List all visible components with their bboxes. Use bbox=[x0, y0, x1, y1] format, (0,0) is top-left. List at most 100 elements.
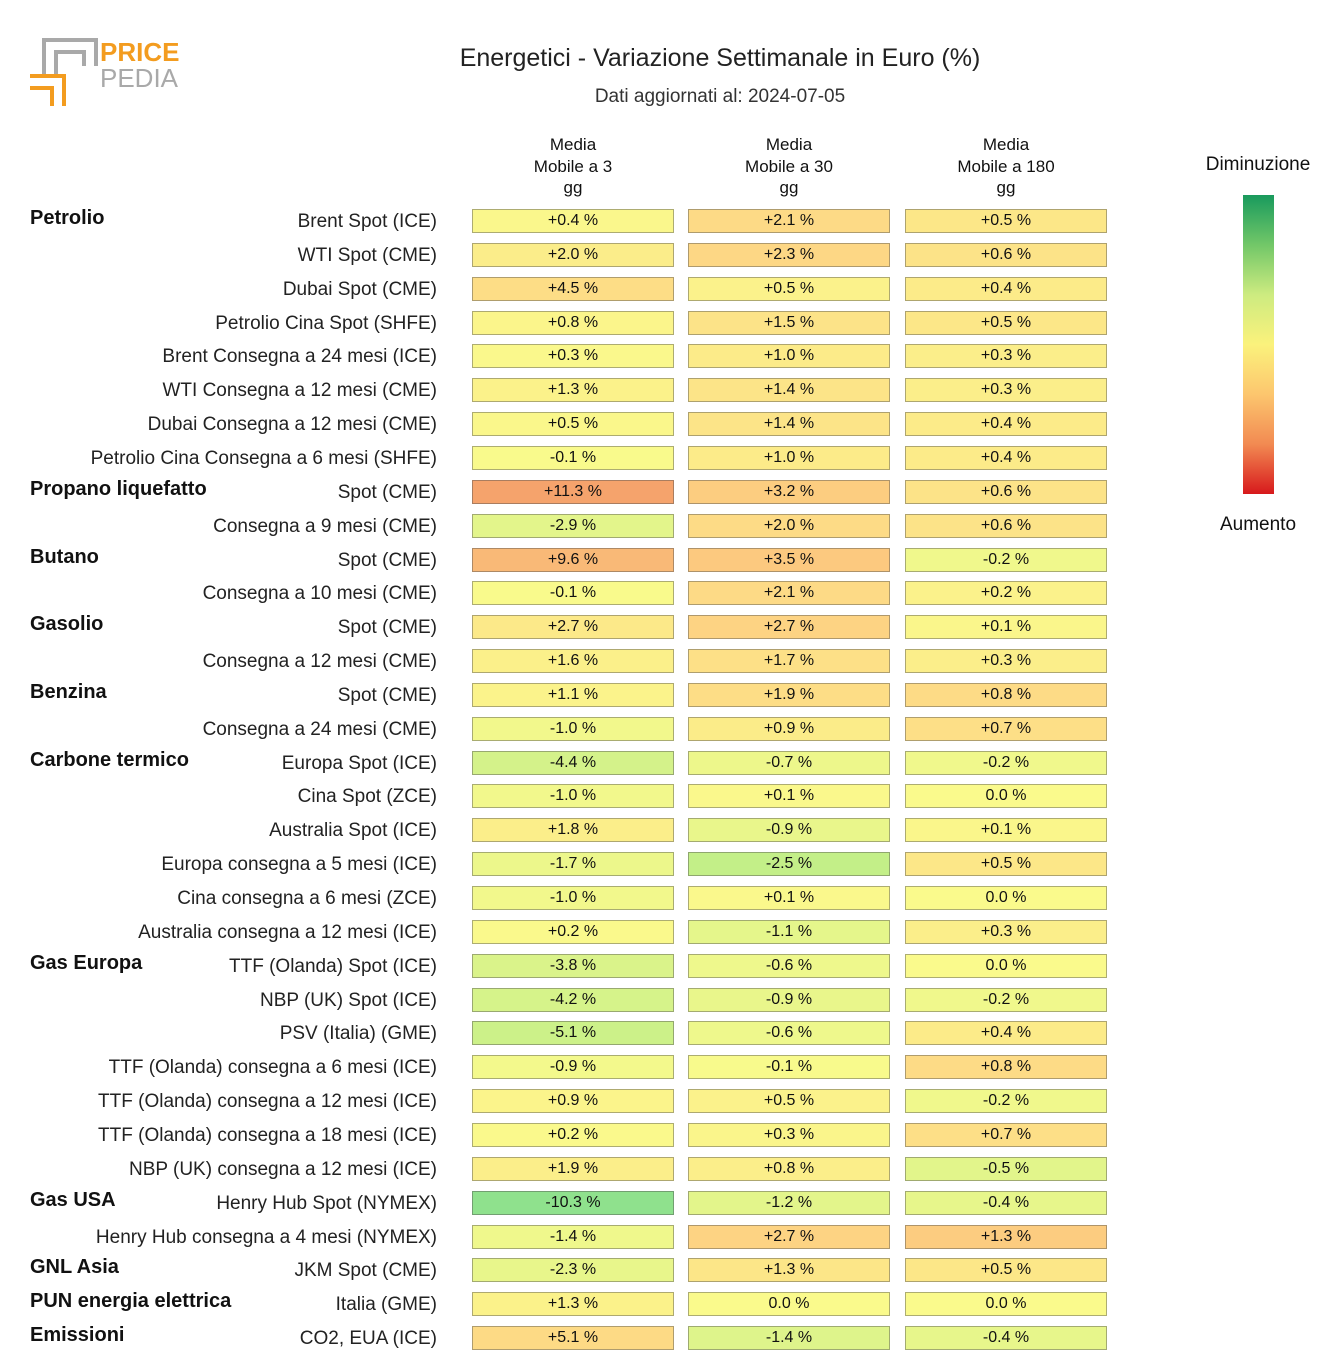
heatmap-cell: +0.8 % bbox=[905, 682, 1107, 707]
row-label: Henry Hub Spot (NYMEX) bbox=[216, 1192, 437, 1214]
heatmap-cell: +0.3 % bbox=[688, 1122, 890, 1147]
heatmap-cell: +0.3 % bbox=[905, 344, 1107, 369]
heatmap-cell: -4.4 % bbox=[472, 750, 674, 775]
heatmap-row: TTF (Olanda) consegna a 18 mesi (ICE) +0.… bbox=[0, 1122, 1110, 1147]
row-label: TTF (Olanda) consegna a 6 mesi (ICE) bbox=[108, 1057, 437, 1079]
heatmap-row: Benzina Spot (CME) +1.1 % +1.9 % +0.8 % bbox=[0, 680, 1110, 707]
heatmap-cell: -0.2 % bbox=[905, 547, 1107, 572]
heatmap-row: Cina Spot (ZCE) -1.0 % +0.1 % 0.0 % bbox=[0, 784, 1110, 809]
heatmap-cell: +0.6 % bbox=[905, 479, 1107, 504]
heatmap-row: Propano liquefatto Spot (CME) +11.3 % +3.2 … bbox=[0, 477, 1110, 504]
heatmap-row: Consegna a 9 mesi (CME) -2.9 % +2.0 % +0.6 … bbox=[0, 513, 1110, 538]
column-header-line: gg bbox=[563, 178, 583, 197]
heatmap-row: PSV (Italia) (GME) -5.1 % -0.6 % +0.4 % bbox=[0, 1021, 1110, 1046]
heatmap-row: Cina consegna a 6 mesi (ZCE) -1.0 % +0.1 %… bbox=[0, 886, 1110, 910]
group-label: Propano liquefatto bbox=[30, 477, 207, 500]
row-label: Italia (GME) bbox=[335, 1294, 437, 1316]
row-label: Australia consegna a 12 mesi (ICE) bbox=[138, 921, 437, 943]
heatmap-cell: +0.5 % bbox=[905, 310, 1107, 335]
heatmap-cell: +0.4 % bbox=[905, 412, 1107, 437]
heatmap-cell: -0.2 % bbox=[905, 1089, 1107, 1114]
column-header-line: gg bbox=[779, 178, 799, 197]
row-label: NBP (UK) consegna a 12 mesi (ICE) bbox=[129, 1158, 437, 1180]
heatmap-cell: -0.1 % bbox=[472, 581, 674, 606]
heatmap-cell: +1.1 % bbox=[472, 682, 674, 707]
row-label: Europa Spot (ICE) bbox=[281, 752, 437, 774]
heatmap-cell: -2.5 % bbox=[688, 852, 890, 877]
heatmap-cell: +0.4 % bbox=[472, 209, 674, 233]
heatmap-row: Australia Spot (ICE) +1.8 % -0.9 % +0.1 % bbox=[0, 818, 1110, 843]
heatmap-row: Consegna a 10 mesi (CME) -0.1 % +2.1 % +0.2… bbox=[0, 581, 1110, 606]
heatmap-cell: +1.4 % bbox=[688, 378, 890, 403]
row-label: CO2, EUA (ICE) bbox=[299, 1328, 437, 1350]
heatmap-cell: +1.3 % bbox=[472, 378, 674, 403]
group-label: PUN energia elettrica bbox=[30, 1290, 232, 1313]
heatmap-cell: +0.1 % bbox=[688, 784, 890, 809]
heatmap-cell: +2.0 % bbox=[472, 242, 674, 267]
heatmap-cell: +0.5 % bbox=[688, 276, 890, 301]
row-label: Europa consegna a 5 mesi (ICE) bbox=[161, 854, 437, 876]
row-label: Cina consegna a 6 mesi (ZCE) bbox=[177, 888, 437, 909]
heatmap-row: Petrolio Cina Consegna a 6 mesi (SHFE) -0… bbox=[0, 445, 1110, 470]
group-label: Gas USA bbox=[30, 1188, 116, 1211]
heatmap-cell: +0.3 % bbox=[905, 919, 1107, 944]
row-label: Spot (CME) bbox=[337, 617, 437, 639]
heatmap-cell: +1.3 % bbox=[472, 1292, 674, 1317]
row-label: Brent Spot (ICE) bbox=[297, 211, 437, 232]
heatmap-row: NBP (UK) Spot (ICE) -4.2 % -0.9 % -0.2 % bbox=[0, 987, 1110, 1012]
heatmap-cell: +0.1 % bbox=[905, 818, 1107, 843]
heatmap-row: Butano Spot (CME) +9.6 % +3.5 % -0.2 % bbox=[0, 546, 1110, 572]
group-label: GNL Asia bbox=[30, 1256, 119, 1279]
row-label: Petrolio Cina Consegna a 6 mesi (SHFE) bbox=[90, 447, 437, 469]
heatmap-cell: -0.6 % bbox=[688, 1021, 890, 1046]
heatmap-cell: -1.4 % bbox=[472, 1224, 674, 1249]
row-label: Petrolio Cina Spot (SHFE) bbox=[215, 312, 437, 334]
row-label: Cina Spot (ZCE) bbox=[297, 786, 437, 808]
heatmap-row: TTF (Olanda) consegna a 12 mesi (ICE) +0.… bbox=[0, 1089, 1110, 1114]
heatmap-row: Dubai Spot (CME) +4.5 % +0.5 % +0.4 % bbox=[0, 276, 1110, 301]
chart-subtitle: Dati aggiornati al: 2024-07-05 bbox=[594, 86, 846, 107]
row-label: Henry Hub consegna a 4 mesi (NYMEX) bbox=[95, 1226, 437, 1248]
heatmap-cell: -1.0 % bbox=[472, 886, 674, 910]
column-header-line: Media bbox=[982, 135, 1030, 154]
heatmap-cell: +0.3 % bbox=[905, 378, 1107, 403]
heatmap-row: TTF (Olanda) consegna a 6 mesi (ICE) -0.9… bbox=[0, 1055, 1110, 1080]
group-label: Benzina bbox=[30, 680, 107, 703]
column-header-line: Media bbox=[765, 135, 813, 154]
column-header: Media Mobile a 30 gg bbox=[688, 134, 890, 199]
heatmap-cell: -1.2 % bbox=[688, 1190, 890, 1215]
heatmap-row: Petrolio Cina Spot (SHFE) +0.8 % +1.5 % +0.… bbox=[0, 310, 1110, 335]
heatmap-row: Europa consegna a 5 mesi (ICE) -1.7 % -2.5… bbox=[0, 852, 1110, 877]
heatmap-row: Emissioni CO2, EUA (ICE) +5.1 % -1.4 % -0.4 … bbox=[0, 1324, 1110, 1351]
row-label: Consegna a 24 mesi (CME) bbox=[202, 718, 437, 740]
heatmap-cell: -0.6 % bbox=[688, 953, 890, 978]
heatmap-cell: +2.1 % bbox=[688, 581, 890, 606]
heatmap-row: WTI Consegna a 12 mesi (CME) +1.3 % +1.4 %… bbox=[0, 378, 1110, 403]
heatmap-cell: +0.1 % bbox=[688, 886, 890, 910]
heatmap-cell: -2.3 % bbox=[472, 1258, 674, 1283]
row-label: NBP (UK) Spot (ICE) bbox=[259, 989, 437, 1011]
legend-top-label: Diminuzione bbox=[1205, 154, 1311, 175]
row-label: Consegna a 12 mesi (CME) bbox=[202, 651, 437, 673]
heatmap-cell: +0.4 % bbox=[905, 276, 1107, 301]
heatmap-row: Petrolio Brent Spot (ICE) +0.4 % +2.1 % +0.5… bbox=[0, 207, 1110, 233]
column-header-line: Mobile a 180 bbox=[957, 156, 1055, 176]
heatmap-cell: +1.6 % bbox=[472, 649, 674, 674]
heatmap-cell: 0.0 % bbox=[688, 1292, 890, 1317]
heatmap-cell: +0.8 % bbox=[905, 1055, 1107, 1080]
heatmap-cell: -10.3 % bbox=[472, 1190, 674, 1215]
column-header-line: Mobile a 30 bbox=[745, 156, 833, 176]
row-label: Brent Consegna a 24 mesi (ICE) bbox=[162, 346, 437, 368]
heatmap-row: GNL Asia JKM Spot (CME) -2.3 % +1.3 % +0.5 % bbox=[0, 1256, 1110, 1283]
heatmap-cell: -2.9 % bbox=[472, 513, 674, 538]
column-header: Media Mobile a 180 gg bbox=[905, 134, 1107, 199]
heatmap-cell: 0.0 % bbox=[905, 886, 1107, 910]
heatmap-cell: +2.7 % bbox=[688, 1224, 890, 1249]
heatmap-cell: 0.0 % bbox=[905, 784, 1107, 809]
row-label: Australia Spot (ICE) bbox=[269, 820, 437, 842]
heatmap-cell: +0.9 % bbox=[472, 1089, 674, 1114]
heatmap-cell: +4.5 % bbox=[472, 276, 674, 301]
heatmap-cell: -1.0 % bbox=[472, 784, 674, 809]
heatmap-row: NBP (UK) consegna a 12 mesi (ICE) +1.9 % +… bbox=[0, 1156, 1110, 1181]
heatmap-row: Australia consegna a 12 mesi (ICE) +0.2 %… bbox=[0, 919, 1110, 944]
